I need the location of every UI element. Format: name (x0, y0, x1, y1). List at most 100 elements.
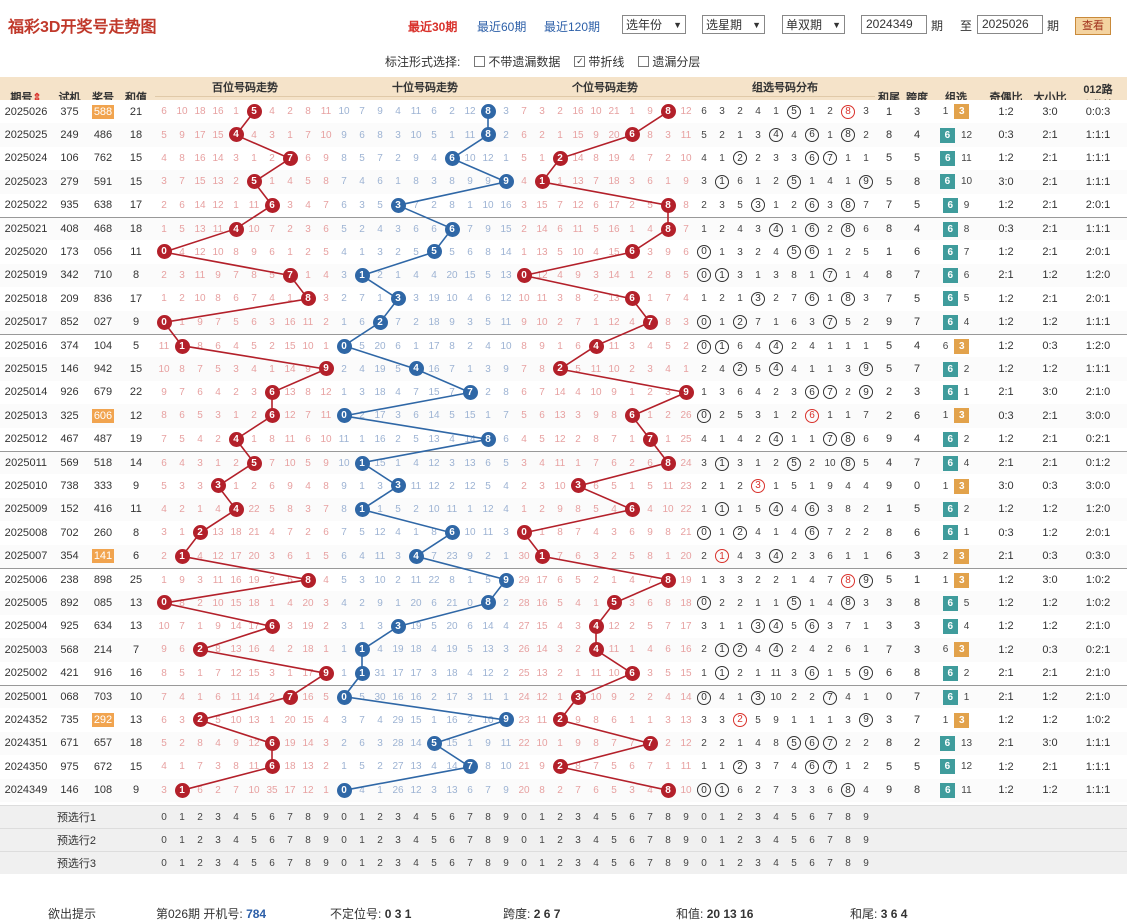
preselect-digit[interactable]: 0 (701, 857, 707, 869)
preselect-digit[interactable]: 9 (503, 811, 509, 823)
recent-30-link[interactable]: 最近30期 (408, 20, 458, 34)
checkbox-icon[interactable] (638, 56, 650, 67)
preselect-digit[interactable]: 4 (593, 811, 599, 823)
preselect-digit[interactable]: 6 (269, 834, 275, 846)
preselect-digit[interactable]: 4 (413, 834, 419, 846)
preselect-digit[interactable]: 9 (863, 811, 869, 823)
preselect-digit[interactable]: 4 (773, 857, 779, 869)
preselect-digit[interactable]: 0 (161, 834, 167, 846)
checkbox-icon[interactable] (474, 56, 486, 67)
preselect-digit[interactable]: 6 (629, 857, 635, 869)
preselect-digit[interactable]: 8 (305, 834, 311, 846)
preselect-digit[interactable]: 4 (773, 811, 779, 823)
preselect-digit[interactable]: 8 (305, 811, 311, 823)
preselect-digit[interactable]: 6 (449, 834, 455, 846)
preselect-digit[interactable]: 9 (503, 834, 509, 846)
option-layered[interactable]: 遗漏分层 (638, 53, 700, 70)
preselect-digit[interactable]: 8 (665, 811, 671, 823)
preselect-digit[interactable]: 0 (341, 857, 347, 869)
preselect-digit[interactable]: 8 (485, 834, 491, 846)
preselect-digit[interactable]: 2 (197, 857, 203, 869)
preselect-digit[interactable]: 7 (647, 834, 653, 846)
preselect-digit[interactable]: 9 (683, 834, 689, 846)
preselect-digit[interactable]: 0 (341, 834, 347, 846)
sort-icon[interactable]: ⇕ (32, 91, 42, 104)
preselect-digit[interactable]: 2 (737, 857, 743, 869)
preselect-digit[interactable]: 3 (755, 811, 761, 823)
preselect-digit[interactable]: 1 (719, 857, 725, 869)
preselect-digit[interactable]: 0 (701, 811, 707, 823)
preselect-digit[interactable]: 1 (719, 834, 725, 846)
preselect-digit[interactable]: 7 (827, 834, 833, 846)
preselect-digit[interactable]: 7 (287, 834, 293, 846)
preselect-digit[interactable]: 1 (359, 834, 365, 846)
preselect-digit[interactable]: 8 (665, 857, 671, 869)
option-polyline[interactable]: ✓ 带折线 (574, 53, 624, 70)
to-period-input[interactable]: 2025026 (977, 15, 1043, 34)
preselect-digit[interactable]: 2 (377, 834, 383, 846)
preselect-digit[interactable]: 3 (215, 811, 221, 823)
preselect-digit[interactable]: 4 (593, 834, 599, 846)
preselect-digit[interactable]: 8 (845, 811, 851, 823)
preselect-digit[interactable]: 4 (413, 811, 419, 823)
preselect-digit[interactable]: 3 (215, 834, 221, 846)
preselect-digit[interactable]: 1 (179, 834, 185, 846)
preselect-digit[interactable]: 6 (269, 811, 275, 823)
preselect-digit[interactable]: 5 (251, 857, 257, 869)
preselect-digit[interactable]: 3 (395, 834, 401, 846)
preselect-digit[interactable]: 9 (863, 857, 869, 869)
preselect-digit[interactable]: 5 (791, 811, 797, 823)
preselect-digit[interactable]: 3 (395, 857, 401, 869)
preselect-digit[interactable]: 0 (701, 834, 707, 846)
preselect-row[interactable]: 预选行1 0 1 2 3 4 5 6 7 8 9 0 1 2 3 4 5 6 7 8 9 0 1 2 3 4 5 6 7 8 9 0 1 2 3 4 5… (0, 805, 1127, 829)
preselect-digit[interactable]: 3 (215, 857, 221, 869)
year-select[interactable]: 选年份 ▼ (622, 15, 686, 34)
preselect-digit[interactable]: 2 (557, 857, 563, 869)
preselect-digit[interactable]: 2 (377, 811, 383, 823)
preselect-digit[interactable]: 6 (809, 834, 815, 846)
preselect-digit[interactable]: 6 (629, 834, 635, 846)
weekday-select[interactable]: 选星期 ▼ (702, 15, 765, 34)
preselect-digit[interactable]: 0 (521, 857, 527, 869)
parity-select[interactable]: 单双期 ▼ (782, 15, 845, 34)
preselect-digit[interactable]: 7 (647, 811, 653, 823)
preselect-digit[interactable]: 2 (377, 857, 383, 869)
preselect-digit[interactable]: 8 (845, 857, 851, 869)
preselect-digit[interactable]: 9 (323, 857, 329, 869)
preselect-row[interactable]: 预选行3 0 1 2 3 4 5 6 7 8 9 0 1 2 3 4 5 6 7 8 9 0 1 2 3 4 5 6 7 8 9 0 1 2 3 4 5… (0, 851, 1127, 875)
preselect-digit[interactable]: 4 (233, 834, 239, 846)
preselect-digit[interactable]: 2 (197, 811, 203, 823)
preselect-digit[interactable]: 6 (629, 811, 635, 823)
from-period-input[interactable]: 2024349 (861, 15, 927, 34)
preselect-digit[interactable]: 5 (791, 834, 797, 846)
preselect-digit[interactable]: 9 (503, 857, 509, 869)
preselect-digit[interactable]: 8 (305, 857, 311, 869)
preselect-digit[interactable]: 7 (827, 857, 833, 869)
preselect-digit[interactable]: 8 (845, 834, 851, 846)
preselect-digit[interactable]: 5 (431, 811, 437, 823)
preselect-digit[interactable]: 4 (413, 857, 419, 869)
preselect-digit[interactable]: 8 (485, 857, 491, 869)
preselect-digit[interactable]: 5 (251, 811, 257, 823)
option-no-miss[interactable]: 不带遗漏数据 (474, 53, 560, 70)
checkbox-checked-icon[interactable]: ✓ (574, 56, 586, 67)
preselect-digit[interactable]: 6 (449, 811, 455, 823)
preselect-digit[interactable]: 9 (683, 811, 689, 823)
recent-120-link[interactable]: 最近120期 (544, 20, 601, 34)
preselect-digit[interactable]: 0 (521, 834, 527, 846)
preselect-digit[interactable]: 5 (431, 834, 437, 846)
preselect-digit[interactable]: 3 (755, 834, 761, 846)
preselect-digit[interactable]: 7 (467, 857, 473, 869)
preselect-digit[interactable]: 3 (395, 811, 401, 823)
preselect-digit[interactable]: 1 (359, 857, 365, 869)
preselect-digit[interactable]: 0 (161, 857, 167, 869)
preselect-digit[interactable]: 1 (179, 857, 185, 869)
preselect-row[interactable]: 预选行2 0 1 2 3 4 5 6 7 8 9 0 1 2 3 4 5 6 7 8 9 0 1 2 3 4 5 6 7 8 9 0 1 2 3 4 5… (0, 828, 1127, 852)
preselect-digit[interactable]: 5 (791, 857, 797, 869)
preselect-digit[interactable]: 9 (323, 811, 329, 823)
preselect-digit[interactable]: 1 (539, 834, 545, 846)
preselect-digit[interactable]: 6 (809, 811, 815, 823)
preselect-digit[interactable]: 4 (593, 857, 599, 869)
preselect-digit[interactable]: 1 (359, 811, 365, 823)
preselect-digit[interactable]: 5 (251, 834, 257, 846)
